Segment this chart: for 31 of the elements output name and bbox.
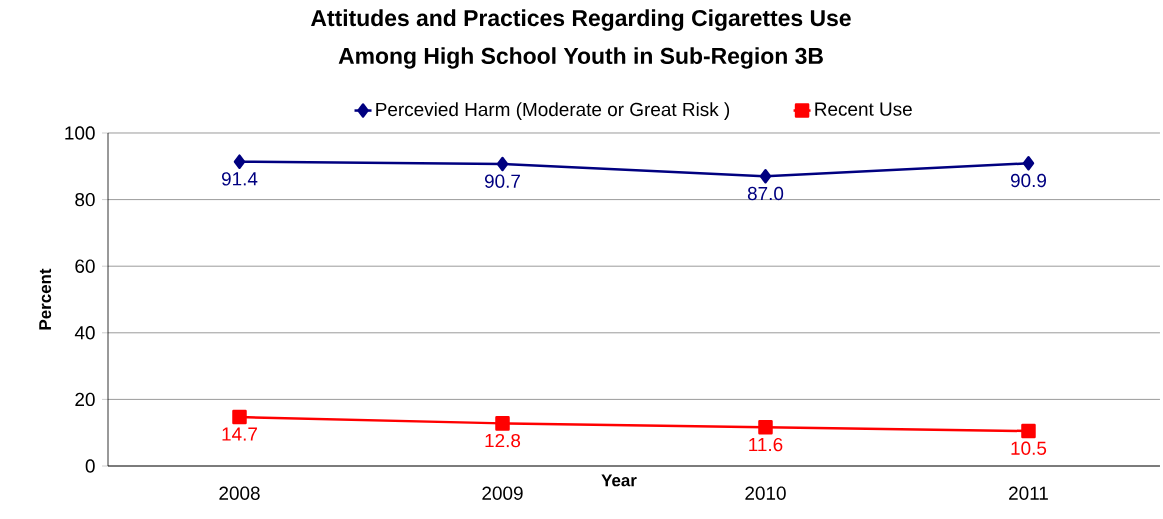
x-tick-label: 2008 bbox=[219, 486, 260, 500]
y-tick-label: 80 bbox=[75, 192, 95, 207]
y-axis-title: Percent bbox=[39, 268, 52, 330]
y-tick-label: 100 bbox=[65, 126, 95, 140]
point bbox=[758, 420, 773, 435]
point bbox=[495, 416, 510, 431]
data-label: 11.6 bbox=[749, 437, 783, 452]
legend-label: Percevied Harm (Moderate or Great Risk ) bbox=[376, 102, 730, 120]
y-tick-label: 40 bbox=[74, 326, 95, 340]
data-label: 90.9 bbox=[1010, 173, 1046, 188]
point bbox=[232, 409, 247, 425]
legend-label: Recent Use bbox=[815, 102, 912, 116]
y-tick-label: 0 bbox=[85, 459, 95, 473]
data-label: 10.5 bbox=[1011, 441, 1047, 455]
x-tick-label: 2010 bbox=[745, 486, 786, 500]
point bbox=[1021, 423, 1036, 439]
data-label: 87.0 bbox=[747, 186, 784, 201]
point bbox=[1022, 156, 1035, 171]
point bbox=[759, 169, 772, 184]
point bbox=[496, 156, 509, 172]
x-tick-label: 2009 bbox=[482, 486, 523, 500]
data-label: 14.7 bbox=[222, 427, 257, 441]
point bbox=[233, 154, 246, 169]
x-tick-label: 2011 bbox=[1009, 486, 1048, 500]
y-tick-label: 20 bbox=[75, 392, 95, 407]
data-label: 91.4 bbox=[221, 172, 258, 186]
data-label: 12.8 bbox=[485, 433, 521, 448]
y-tick-label: 60 bbox=[75, 259, 95, 273]
x-axis-title: Year bbox=[601, 474, 637, 487]
chart-title: Attitudes and Practices Regarding Cigarettes Use Among High School Youth in Sub-Region 3B bbox=[310, 9, 851, 69]
data-label: 90.7 bbox=[484, 174, 520, 188]
